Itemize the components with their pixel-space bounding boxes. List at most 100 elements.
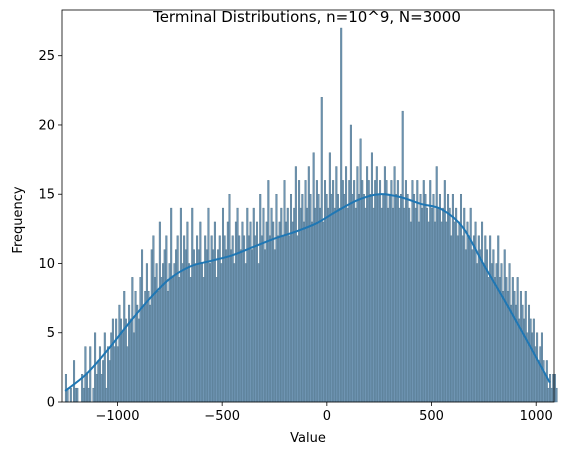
- histogram-bar: [69, 387, 72, 403]
- histogram-bar: [73, 360, 76, 403]
- histogram-bar: [448, 207, 451, 403]
- x-axis-ticks: −1000 −500 0 500 1000: [95, 402, 553, 424]
- histogram-bar: [176, 235, 179, 403]
- histogram-bar: [270, 207, 273, 403]
- histogram-bar: [391, 207, 395, 403]
- histogram-bar: [97, 360, 100, 403]
- histogram-bar: [345, 166, 348, 403]
- histogram-bar: [281, 235, 284, 403]
- histogram-bar: [231, 235, 234, 403]
- histogram-bar: [87, 387, 90, 403]
- y-tick-label: 25: [38, 49, 55, 64]
- histogram-bar: [508, 263, 511, 403]
- histogram-bar: [443, 180, 446, 403]
- histogram-bar: [366, 166, 369, 403]
- histogram-bar: [489, 235, 492, 403]
- histogram-bar: [411, 180, 414, 403]
- histogram-bar: [438, 194, 441, 403]
- histogram-bar: [200, 263, 203, 403]
- x-tick-label: −1000: [95, 409, 139, 424]
- histogram-bar: [105, 387, 108, 403]
- histogram-bar: [322, 221, 325, 403]
- histogram-bar: [382, 194, 385, 403]
- histogram-bar: [123, 290, 126, 403]
- histogram-bar: [283, 180, 286, 403]
- histogram-bar: [498, 277, 501, 403]
- histogram-bar: [450, 235, 453, 403]
- histogram-bar: [323, 180, 327, 403]
- histogram-bar: [187, 263, 191, 403]
- x-tick-label: −500: [204, 409, 240, 424]
- histogram-bar: [348, 180, 351, 403]
- histogram-bar: [118, 304, 121, 403]
- histogram-bar: [121, 332, 124, 403]
- histogram-bar: [401, 110, 404, 403]
- histogram-bar: [472, 235, 475, 403]
- histogram-bar: [445, 221, 448, 403]
- histogram-bar: [529, 318, 532, 403]
- chart-title: Terminal Distributions, n=10^9, N=3000: [152, 8, 461, 26]
- histogram-bar: [458, 221, 461, 403]
- histogram-bar: [89, 346, 92, 403]
- histogram-bar: [406, 194, 409, 403]
- histogram-bar: [327, 207, 330, 403]
- histogram-bar: [215, 277, 218, 403]
- histogram-bar: [194, 263, 197, 403]
- histogram-bar: [500, 263, 503, 403]
- histogram-bar: [168, 263, 171, 403]
- histogram-bar: [202, 277, 205, 403]
- histogram-bar: [523, 318, 526, 403]
- histogram-bar: [234, 221, 237, 403]
- histogram-bar: [335, 166, 338, 403]
- histogram-bar: [542, 360, 545, 403]
- x-tick-label: 1000: [520, 409, 553, 424]
- plot-frame: [61, 9, 555, 403]
- histogram-bar: [92, 387, 95, 403]
- histogram-bar: [192, 249, 195, 403]
- histogram-bar: [317, 194, 320, 403]
- histogram-bar: [132, 332, 135, 403]
- histogram-bar: [189, 277, 192, 403]
- histogram-bar: [447, 194, 450, 403]
- histogram-bar: [251, 249, 254, 403]
- histogram-bar: [142, 304, 145, 403]
- histogram-bar: [315, 180, 318, 403]
- histogram-bar: [414, 207, 417, 403]
- histogram-bar: [390, 180, 393, 403]
- x-tick-label: 0: [323, 409, 331, 424]
- histogram-bar: [466, 221, 469, 403]
- histogram-bar: [361, 180, 364, 403]
- histogram-bar: [442, 207, 445, 403]
- histogram-bar: [343, 194, 346, 403]
- histogram-bar: [396, 180, 399, 403]
- histogram-bar: [374, 180, 377, 403]
- histogram-bar: [113, 346, 116, 403]
- histogram-bar: [178, 277, 181, 403]
- histogram-bar: [502, 290, 505, 403]
- histogram-bar: [435, 166, 438, 403]
- y-axis-ticks: 0 5 10 15 20 25: [38, 49, 62, 411]
- histogram-bar: [95, 374, 98, 403]
- histogram-bar: [220, 263, 223, 403]
- histogram-bar: [165, 235, 168, 403]
- histogram-bar: [85, 374, 89, 403]
- histogram-bar: [505, 277, 508, 403]
- histogram-bar: [152, 235, 155, 403]
- histogram-bar: [484, 235, 487, 403]
- histogram-bar: [64, 374, 67, 403]
- histogram-bar: [487, 277, 490, 403]
- histogram-bar: [255, 221, 259, 403]
- histogram-bar: [241, 221, 244, 403]
- histogram-bar: [124, 318, 127, 403]
- histogram-bar: [461, 235, 464, 403]
- histogram-bar: [463, 207, 466, 403]
- histogram-bar: [311, 221, 314, 403]
- histogram-bar: [385, 180, 388, 403]
- histogram-bar: [353, 180, 356, 403]
- histogram-bar: [246, 207, 249, 403]
- histogram-bar: [136, 304, 139, 403]
- histogram-bar: [153, 277, 157, 403]
- histogram-bar: [209, 263, 212, 403]
- histogram-bar: [181, 263, 184, 403]
